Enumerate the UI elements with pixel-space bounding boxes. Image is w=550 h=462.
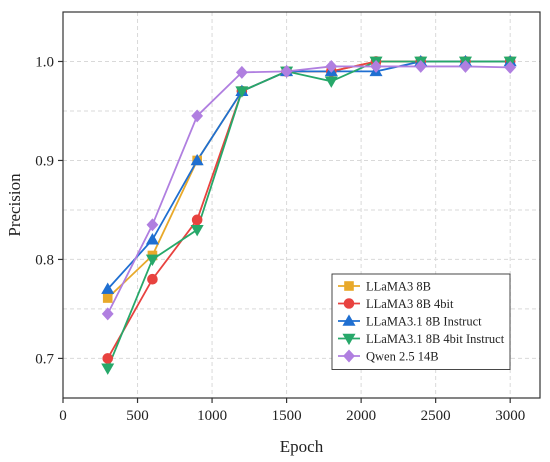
x-tick-label-6: 3000 xyxy=(495,408,525,424)
x-axis-ticks: 0 500 1000 1500 2000 2500 3000 xyxy=(59,398,525,424)
series-4-point-4 xyxy=(280,64,293,78)
y-tick-label-1: 0.8 xyxy=(35,252,54,268)
legend-marker-4 xyxy=(343,349,355,363)
legend-label-2: LLaMA3.1 8B Instruct xyxy=(366,315,482,329)
series-4-point-5 xyxy=(325,59,338,73)
x-tick-label-4: 2000 xyxy=(346,408,376,424)
legend-marker-1 xyxy=(343,298,355,309)
series-4-point-6 xyxy=(370,59,382,73)
series-3-point-5 xyxy=(324,76,338,88)
series-line-0 xyxy=(107,60,511,299)
x-axis-title: Epoch xyxy=(280,437,324,456)
x-tick-label-1: 500 xyxy=(126,408,149,424)
series-3-point-0 xyxy=(101,363,115,375)
series-0-point-0 xyxy=(102,293,113,303)
series-3-point-3 xyxy=(235,86,249,98)
legend-marker-0 xyxy=(344,281,354,291)
legend-box xyxy=(331,273,511,370)
series-4-point-9 xyxy=(504,60,517,74)
y-tick-label-3: 1.0 xyxy=(35,54,54,70)
x-tick-label-5: 2500 xyxy=(421,408,451,424)
legend-marker-3 xyxy=(342,333,356,346)
series-4-point-7 xyxy=(414,59,427,73)
legend-label-4: Qwen 2.5 14B xyxy=(366,350,439,364)
series-1-point-0 xyxy=(102,353,114,364)
legend-label-3: LLaMA3.1 8B 4bit Instruct xyxy=(366,332,505,346)
grid xyxy=(63,12,540,398)
series-4-point-1 xyxy=(146,218,159,232)
x-tick-label-0: 0 xyxy=(59,408,67,424)
y-axis-title: Precision xyxy=(5,173,24,237)
series-4-point-3 xyxy=(235,65,248,79)
series-4-point-0 xyxy=(101,307,114,321)
y-tick-label-0: 0.7 xyxy=(35,351,54,367)
series-3-point-2 xyxy=(190,224,204,237)
series-line-2 xyxy=(107,60,511,290)
series-2-point-0 xyxy=(101,282,115,294)
legend: LLaMA3 8B LLaMA3 8B 4bit LLaMA3.1 8B Instr… xyxy=(331,273,511,370)
series-2-point-1 xyxy=(145,233,159,245)
series-2-point-2 xyxy=(190,153,204,166)
y-axis-ticks: 0.7 0.8 0.9 1.0 xyxy=(35,54,63,367)
series-1-point-2 xyxy=(191,214,203,226)
series-3-point-1 xyxy=(145,254,159,267)
series-line-4 xyxy=(106,65,511,315)
series-4-point-8 xyxy=(459,59,472,73)
x-tick-label-2: 1000 xyxy=(197,408,227,424)
series-1-point-1 xyxy=(147,273,158,285)
series-4-point-2 xyxy=(191,109,204,123)
series-lines xyxy=(106,60,511,369)
series-line-3 xyxy=(106,60,511,369)
plot-frame xyxy=(62,11,541,399)
y-tick-label-2: 0.9 xyxy=(35,153,54,169)
legend-label-0: LLaMA3 8B xyxy=(366,280,431,294)
legend-label-1: LLaMA3 8B 4bit xyxy=(366,297,454,311)
x-tick-label-3: 1500 xyxy=(272,408,302,424)
legend-marker-2 xyxy=(342,314,356,326)
series-markers xyxy=(101,54,517,375)
